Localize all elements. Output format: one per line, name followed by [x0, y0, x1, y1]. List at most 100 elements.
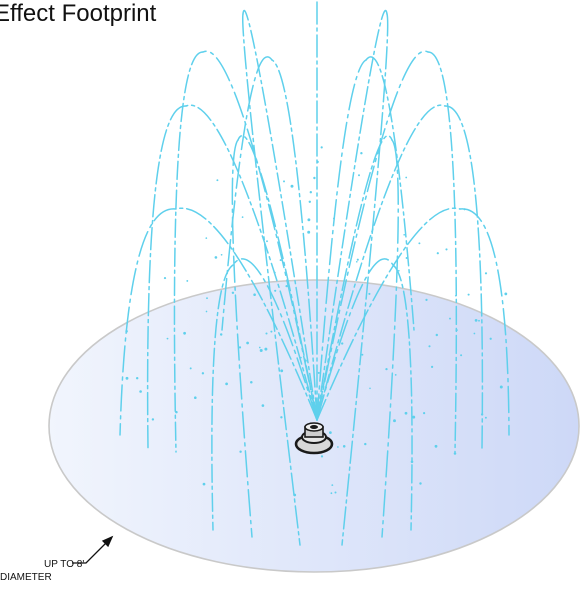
water-arc	[392, 264, 413, 531]
water-droplet	[394, 374, 397, 376]
water-droplet	[293, 493, 297, 497]
water-droplet	[317, 371, 320, 374]
water-arc	[119, 208, 177, 436]
water-arc	[146, 105, 187, 449]
water-droplet	[308, 200, 311, 203]
water-droplet	[405, 176, 408, 179]
water-droplet	[331, 484, 334, 487]
water-droplet	[313, 176, 316, 180]
water-arc	[173, 51, 204, 453]
water-arc	[221, 56, 273, 331]
water-droplet	[355, 260, 358, 263]
water-droplet	[332, 217, 336, 220]
water-droplet	[460, 354, 463, 357]
water-droplet	[484, 416, 487, 419]
water-droplet	[368, 292, 371, 295]
water-droplet	[246, 341, 249, 345]
water-droplet	[430, 365, 434, 369]
water-arc	[444, 105, 484, 449]
water-droplet	[418, 242, 421, 245]
water-droplet	[265, 332, 268, 335]
water-droplet	[220, 253, 223, 256]
water-droplet	[194, 396, 197, 399]
water-droplet	[285, 284, 288, 288]
water-droplet	[334, 491, 337, 494]
water-droplet	[484, 272, 488, 275]
water-droplet	[135, 376, 139, 380]
water-droplet	[304, 359, 307, 363]
water-droplet	[125, 376, 129, 380]
water-arc	[316, 134, 393, 421]
water-droplet	[454, 294, 457, 297]
water-droplet	[202, 482, 206, 486]
water-droplet	[453, 452, 457, 455]
water-droplet	[428, 345, 431, 348]
water-arc	[242, 13, 301, 546]
water-droplet	[264, 347, 268, 351]
water-droplet	[463, 208, 466, 211]
water-droplet	[283, 180, 285, 183]
water-arc	[316, 50, 429, 421]
water-droplet	[474, 319, 478, 322]
water-droplet	[139, 390, 142, 393]
water-droplets	[125, 146, 508, 497]
water-droplet	[504, 292, 508, 296]
water-arc	[175, 207, 318, 421]
water-arc	[316, 207, 461, 421]
water-droplet	[280, 416, 283, 419]
water-arc	[271, 59, 318, 421]
water-droplet	[480, 413, 484, 416]
water-droplet	[231, 291, 235, 295]
water-droplet	[478, 319, 480, 322]
water-droplet	[290, 184, 294, 188]
water-droplet	[499, 385, 503, 389]
water-droplet	[423, 412, 426, 415]
water-droplet	[175, 410, 178, 414]
diagram-title: Effect Footprint	[0, 0, 157, 27]
water-droplet	[270, 330, 273, 333]
water-droplet	[473, 332, 476, 335]
water-droplet	[166, 337, 169, 340]
water-droplet	[274, 289, 277, 292]
water-droplet	[151, 418, 155, 421]
water-droplet	[436, 252, 439, 255]
water-droplet	[385, 367, 388, 371]
water-arc	[202, 50, 318, 421]
water-droplet	[337, 446, 339, 448]
water-droplet	[186, 279, 189, 282]
water-droplet	[205, 237, 208, 239]
water-droplet	[404, 411, 408, 415]
water-droplet	[425, 298, 428, 302]
water-droplet	[449, 317, 451, 320]
water-droplet	[445, 248, 448, 251]
water-droplet	[189, 367, 192, 370]
water-droplet	[183, 331, 186, 335]
water-droplet	[307, 218, 311, 222]
water-droplet	[329, 431, 332, 434]
water-droplet	[342, 445, 346, 448]
water-droplet	[280, 369, 284, 373]
water-droplet	[410, 460, 414, 464]
water-droplet	[125, 330, 128, 333]
water-droplet	[330, 492, 333, 495]
diameter-callout-arrow	[72, 535, 114, 564]
water-droplet	[419, 482, 422, 485]
water-droplet	[405, 257, 408, 259]
water-droplet	[258, 346, 261, 349]
water-droplet	[241, 216, 244, 218]
water-droplet	[239, 450, 242, 453]
water-droplet	[266, 240, 268, 243]
water-droplet	[309, 191, 312, 194]
water-droplet	[341, 342, 344, 345]
water-droplet	[360, 152, 363, 155]
water-arc	[185, 104, 318, 421]
water-droplet	[201, 372, 205, 375]
water-arc	[242, 9, 318, 421]
water-droplet	[238, 346, 242, 349]
water-droplet	[320, 146, 323, 149]
water-droplet	[393, 419, 396, 423]
water-droplet	[216, 179, 219, 182]
water-droplet	[300, 356, 302, 359]
water-droplet	[316, 160, 319, 164]
